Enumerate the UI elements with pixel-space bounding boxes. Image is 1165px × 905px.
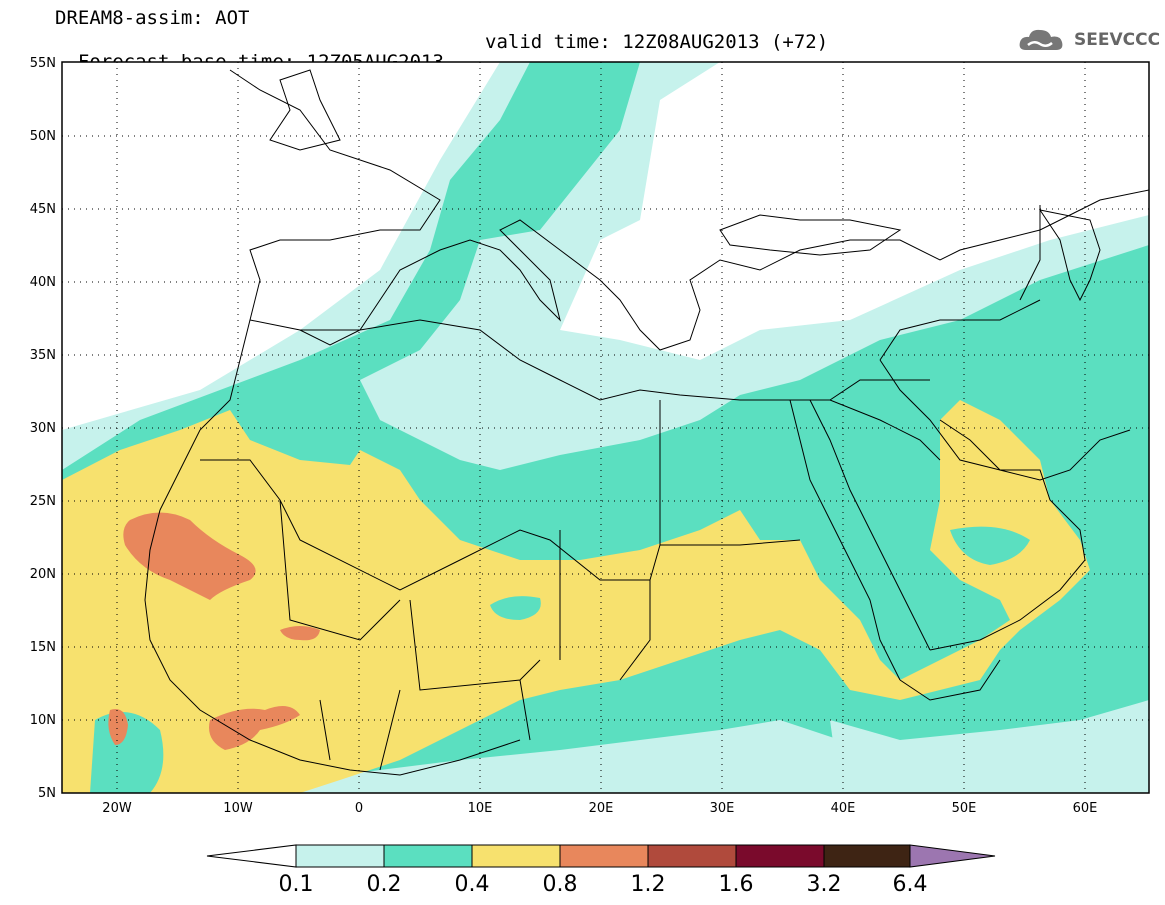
red-sea-east (809, 399, 931, 651)
map-frame (61, 61, 1150, 794)
aot-patch-2 (950, 526, 1030, 565)
colorbar-cell (383, 844, 473, 868)
colorbar-label: 0.2 (367, 872, 402, 897)
seevccc-logo: SEEVCCC (1018, 26, 1160, 54)
colorbar-label: 3.2 (807, 872, 842, 897)
lon-label: 60E (1073, 801, 1098, 816)
arabia-coast (879, 359, 1086, 651)
colorbar-cell (735, 844, 825, 868)
colorbar-label: 0.4 (455, 872, 490, 897)
lon-axis: 20W 10W 0 10E 20E 30E 40E 50E 60E (102, 801, 1097, 816)
aot-band-0-4 (62, 400, 1090, 793)
aot-patch-1 (490, 596, 541, 620)
lon-label: 10E (468, 801, 493, 816)
lon-label: 0 (355, 801, 363, 816)
aot-patch-orange-3 (108, 709, 128, 745)
lat-label: 25N (30, 494, 56, 509)
britain (269, 69, 341, 151)
lon-label: 40E (831, 801, 856, 816)
colorbar-lower-arrow (206, 844, 297, 868)
aot-patch-orange-4 (209, 706, 300, 750)
colorbar-label: 1.6 (719, 872, 754, 897)
lon-label: 20E (589, 801, 614, 816)
colorbar-cell (295, 844, 385, 868)
horn-africa (899, 659, 1001, 701)
red-sea-west (789, 399, 901, 681)
lon-label: 10W (223, 801, 253, 816)
africa-north-coast (300, 319, 790, 401)
colorbar-labels: 0.1 0.2 0.4 0.8 1.2 1.6 3.2 6.4 (279, 872, 928, 897)
lon-label: 50E (952, 801, 977, 816)
middle-east-borders (780, 205, 1041, 461)
europe-coast (229, 69, 1149, 351)
lat-axis: 55N 50N 45N 40N 35N 30N 25N 20N 15N 10N … (30, 56, 56, 801)
colorbar-upper-arrow (909, 844, 996, 868)
lat-label: 15N (30, 640, 56, 655)
colorbar-label: 6.4 (893, 872, 928, 897)
aot-field (62, 62, 1149, 793)
coastlines (144, 69, 1149, 776)
africa-coast (144, 319, 521, 776)
colorbar-cell (471, 844, 561, 868)
colorbar-cell (647, 844, 737, 868)
aot-band-libya (380, 360, 740, 470)
colorbar-label: 0.1 (279, 872, 314, 897)
lat-label: 35N (30, 348, 56, 363)
lat-label: 55N (30, 56, 56, 71)
colorbar-label: 0.8 (543, 872, 578, 897)
aot-patch-orange-1 (123, 512, 256, 600)
valid-time-text: valid time: 12Z08AUG2013 (+72) (485, 31, 829, 53)
lat-label: 10N (30, 713, 56, 728)
colorbar-cell (823, 844, 911, 868)
lat-label: 5N (38, 786, 56, 801)
lon-label: 30E (710, 801, 735, 816)
lon-label: 20W (102, 801, 132, 816)
persian-gulf (939, 419, 1131, 481)
lat-label: 30N (30, 421, 56, 436)
aot-patch-3 (90, 712, 164, 793)
aot-patch-orange-2 (280, 626, 320, 641)
colorbar-cell (559, 844, 649, 868)
chart-title: DREAM8-assim: AOT (55, 7, 250, 29)
lat-label: 40N (30, 275, 56, 290)
cloud-icon (1019, 29, 1063, 50)
africa-borders (200, 400, 801, 771)
colorbar-label: 1.2 (631, 872, 666, 897)
colorbar (206, 844, 996, 868)
lat-label: 45N (30, 202, 56, 217)
lat-label: 20N (30, 567, 56, 582)
aot-band-south (830, 700, 1149, 793)
black-sea (719, 214, 902, 256)
lat-label: 50N (30, 129, 56, 144)
